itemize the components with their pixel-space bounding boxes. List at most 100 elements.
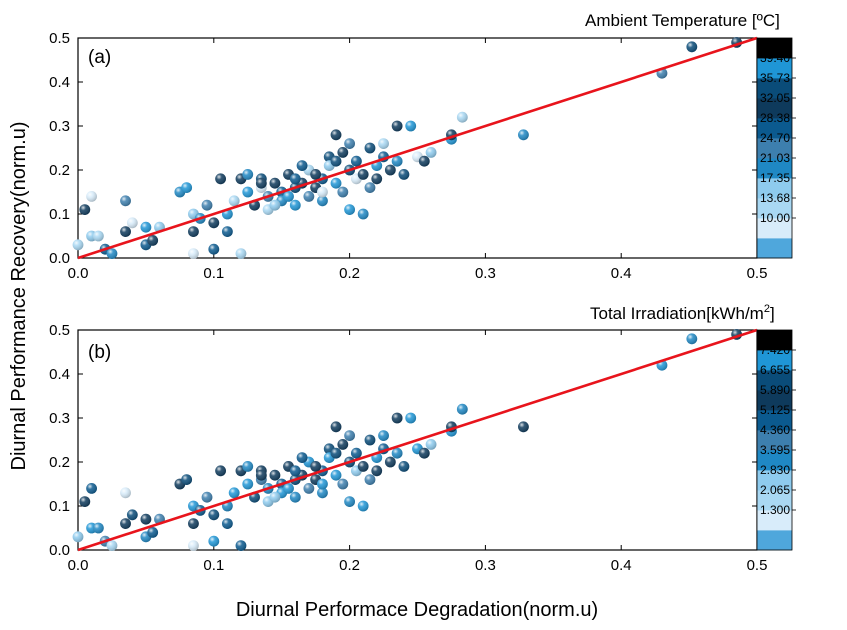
a-data-point-shade [344,138,355,150]
a-data-point-shade [303,191,315,202]
a-data-point-shade [269,199,281,211]
b-xtick-label: 0.3 [475,557,496,574]
panel-b-label: (b) [88,342,111,363]
panel-b-fit-line [77,328,758,552]
a-xtick-label: 0.5 [747,265,768,282]
a-colorbar-segment [757,138,792,159]
a-ytick-label: 0.0 [49,250,70,267]
b-xtick-label: 0.4 [611,557,632,574]
b-data-point-shade [208,509,220,521]
b-data-point-shade [120,518,131,529]
b-colorbar-segment [757,410,792,431]
b-data-point-shade [337,439,349,450]
b-colorbar-segment [757,450,792,471]
b-colorbar-tick-label: 5.890 [760,383,790,397]
b-ytick-label: 0.4 [49,366,70,383]
a-colorbar-segment [757,78,792,99]
b-data-point-shade [371,465,383,477]
a-data-point-shade [120,226,131,238]
a-data-point-shade [120,195,131,207]
b-data-point-shade [242,478,254,490]
b-colorbar-segment [757,350,792,371]
a-colorbar-tick-label: 24.70 [760,131,790,145]
b-colorbar-segment [757,430,792,451]
a-xtick-label: 0.0 [68,265,89,282]
b-ytick-label: 0.1 [49,498,70,515]
a-data-point-shade [391,120,403,132]
b-data-point-shade [181,474,193,485]
a-colorbar-tick-label: 35.73 [760,71,790,85]
a-data-point-shade [317,186,328,198]
a-colorbar-segment [757,238,792,259]
b-data-point-shade [201,491,213,503]
panel-a-fit-line [77,36,758,260]
a-data-point-shade [364,182,376,194]
b-ytick-label: 0.5 [49,322,70,339]
b-data-point-shade [350,447,362,459]
a-data-point-shade [330,155,342,167]
a-data-point-shade [289,199,301,211]
a-ytick-label: 0.5 [49,30,70,47]
b-data-point-shade [364,434,376,446]
b-data-point-shade [337,478,349,490]
a-ytick-label: 0.1 [49,206,70,223]
a-xtick-label: 0.4 [611,265,632,282]
b-data-point-shade [72,531,84,543]
a-data-point-shade [686,41,698,53]
b-xtick-label: 0.1 [203,557,224,574]
a-data-point-shade [357,169,369,180]
a-data-point-shade [378,138,389,150]
b-colorbar-tick-label: 2.065 [760,483,790,497]
a-colorbar-tick-label: 17.35 [760,171,790,185]
b-data-point-shade [330,447,342,459]
a-data-point-shade [425,147,437,158]
b-data-point-shade [188,518,199,529]
a-data-point-shade [221,226,233,238]
b-data-point-shade [283,483,294,494]
b-xtick-label: 0.0 [68,557,89,574]
panel-a-points [72,37,743,259]
b-colorbar-frame [756,329,793,551]
a-colorbar-segment [757,218,792,239]
a-data-point-shade [344,204,355,216]
a-data-point-shade [337,147,349,158]
a-data-point-shade [181,182,193,194]
a-colorbar-segment [757,38,792,59]
b-colorbar-tick-label: 7.420 [760,343,790,357]
b-colorbar-segment [757,490,792,511]
b-data-point-shade [255,469,267,481]
b-data-point-shade [456,403,468,415]
a-data-point-shade [289,173,301,185]
b-colorbar-segment [757,330,792,351]
a-colorbar-tick-label: 10.00 [760,211,790,225]
panel-a-colorbar: 39.40 35.73 32.05 28.38 24.70 21.03 17.35 13.68… [756,37,796,259]
b-ytick-label: 0.2 [49,454,70,471]
panel-b-colorbar-title-main: Total Irradiation[kWh/m [590,304,764,323]
a-data-point-shade [405,120,417,132]
b-data-point-shade [344,430,355,441]
b-data-point-shade [391,412,403,424]
b-data-point-shade [330,469,342,481]
a-data-point-shade [235,248,247,259]
a-data-point-shade [208,243,220,255]
a-data-point-shade [86,191,97,202]
panel-a-plot: 0.0 0.1 0.2 0.3 0.4 0.5 0.0 0.1 0.2 0.3 0.4 0.5 (a)… [49,11,796,282]
b-data-point-shade [86,483,97,494]
a-colorbar-segment [757,198,792,219]
a-data-point-shade [384,164,396,176]
b-data-point-shade [242,461,254,472]
panel-b-colorbar-title-sup: 2 [764,303,770,315]
panel-b-colorbar-title: Total Irradiation[kWh/m2] [590,303,775,323]
a-colorbar-segment [757,98,792,119]
b-colorbar-tick-label: 4.360 [760,423,790,437]
a-data-point-shade [391,155,403,167]
a-colorbar-frame [756,37,793,259]
a-colorbar-tick-label: 21.03 [760,151,790,165]
a-fit-line-path [77,36,758,260]
a-data-point-shade [418,155,430,167]
panel-b-points [72,329,743,551]
a-data-point-shade [337,186,349,198]
a-data-point-shade [106,248,118,259]
b-data-point-shade [303,483,315,494]
a-ytick-label: 0.4 [49,74,70,91]
